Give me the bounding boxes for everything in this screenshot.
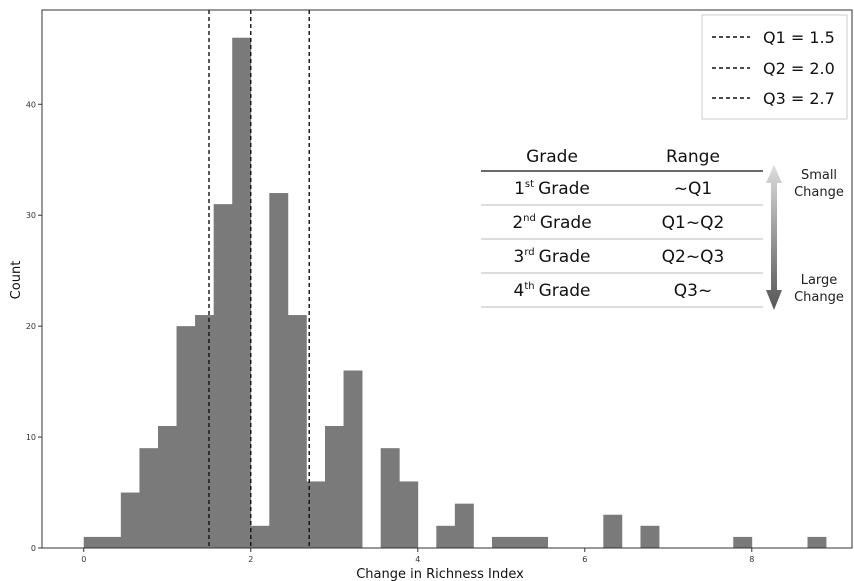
legend-label-q2: Q2 = 2.0 [763,59,835,78]
legend-box [701,14,848,120]
x-tick-label: 6 [582,555,587,564]
histogram-bar [603,514,623,548]
histogram-bar [120,492,140,548]
histogram-bar [733,536,753,548]
table-header-grade: Grade [526,147,578,167]
legend-label-q1: Q1 = 1.5 [763,28,835,47]
histogram-bar [436,525,456,548]
table-row-3-grade: 3rd Grade [514,247,591,267]
legend: Q1 = 1.5 Q2 = 2.0 Q3 = 2.7 [701,14,848,120]
quartile-lines [208,10,310,548]
histogram-bar [510,536,530,548]
y-tick-label: 40 [26,100,36,109]
table-header-range: Range [666,147,720,167]
histogram-bar [287,315,307,548]
y-tick-label: 30 [26,211,36,220]
x-axis-label: Change in Richness Index [356,567,524,581]
y-tick-label: 20 [26,322,36,331]
x-tick-label: 0 [81,555,86,564]
arrow-bottom-label-line2: Change [794,290,844,305]
histogram-bar [492,536,511,548]
histogram-bar [343,370,363,548]
table-row-2-range: Q1~Q2 [662,213,725,233]
histogram-bar [399,481,419,548]
histogram-bar [454,503,474,548]
histogram-bar [380,448,400,548]
y-axis-ticks: 0 10 20 30 40 [26,100,42,553]
histogram-bar [195,315,215,548]
histogram-bars [83,37,827,548]
y-tick-label: 0 [31,544,36,553]
histogram-bar [102,536,122,548]
change-arrow-icon [766,165,782,310]
arrow-top-label-line2: Change [794,185,844,200]
histogram-bar [139,448,159,548]
histogram-bar [640,525,660,548]
histogram-bar [807,536,827,548]
arrow-bottom-label-line1: Large [801,273,838,288]
histogram-bar [83,536,103,548]
legend-label-q3: Q3 = 2.7 [763,89,835,108]
grade-table: Grade Range 1st Grade ~Q1 2nd Grade Q1~Q2 … [481,147,763,308]
table-row-4-grade: 4th Grade [514,281,591,301]
table-row-3-range: Q2~Q3 [662,247,725,267]
plot-frame [41,9,853,549]
histogram-bar [213,204,233,548]
x-axis-ticks: 0 2 4 6 8 [81,548,754,564]
arrow-top-label-line1: Small [801,168,837,183]
histogram-bar [269,193,289,548]
y-tick-label: 10 [26,433,36,442]
histogram-bar [250,525,270,548]
x-tick-label: 2 [248,555,253,564]
histogram-bar [176,326,196,548]
x-tick-label: 8 [749,555,754,564]
histogram-bar [232,37,252,548]
histogram-bar [157,425,177,548]
histogram-bar [529,536,549,548]
table-row-1-range: ~Q1 [674,179,712,199]
x-tick-label: 4 [415,555,420,564]
histogram-bar [306,481,326,548]
table-row-1-grade: 1st Grade [514,179,590,199]
table-row-4-range: Q3~ [674,281,712,301]
double-arrow-icon [766,165,782,310]
y-axis-label: Count [9,261,24,300]
histogram-bar [324,425,344,548]
table-row-2-grade: 2nd Grade [512,213,591,233]
